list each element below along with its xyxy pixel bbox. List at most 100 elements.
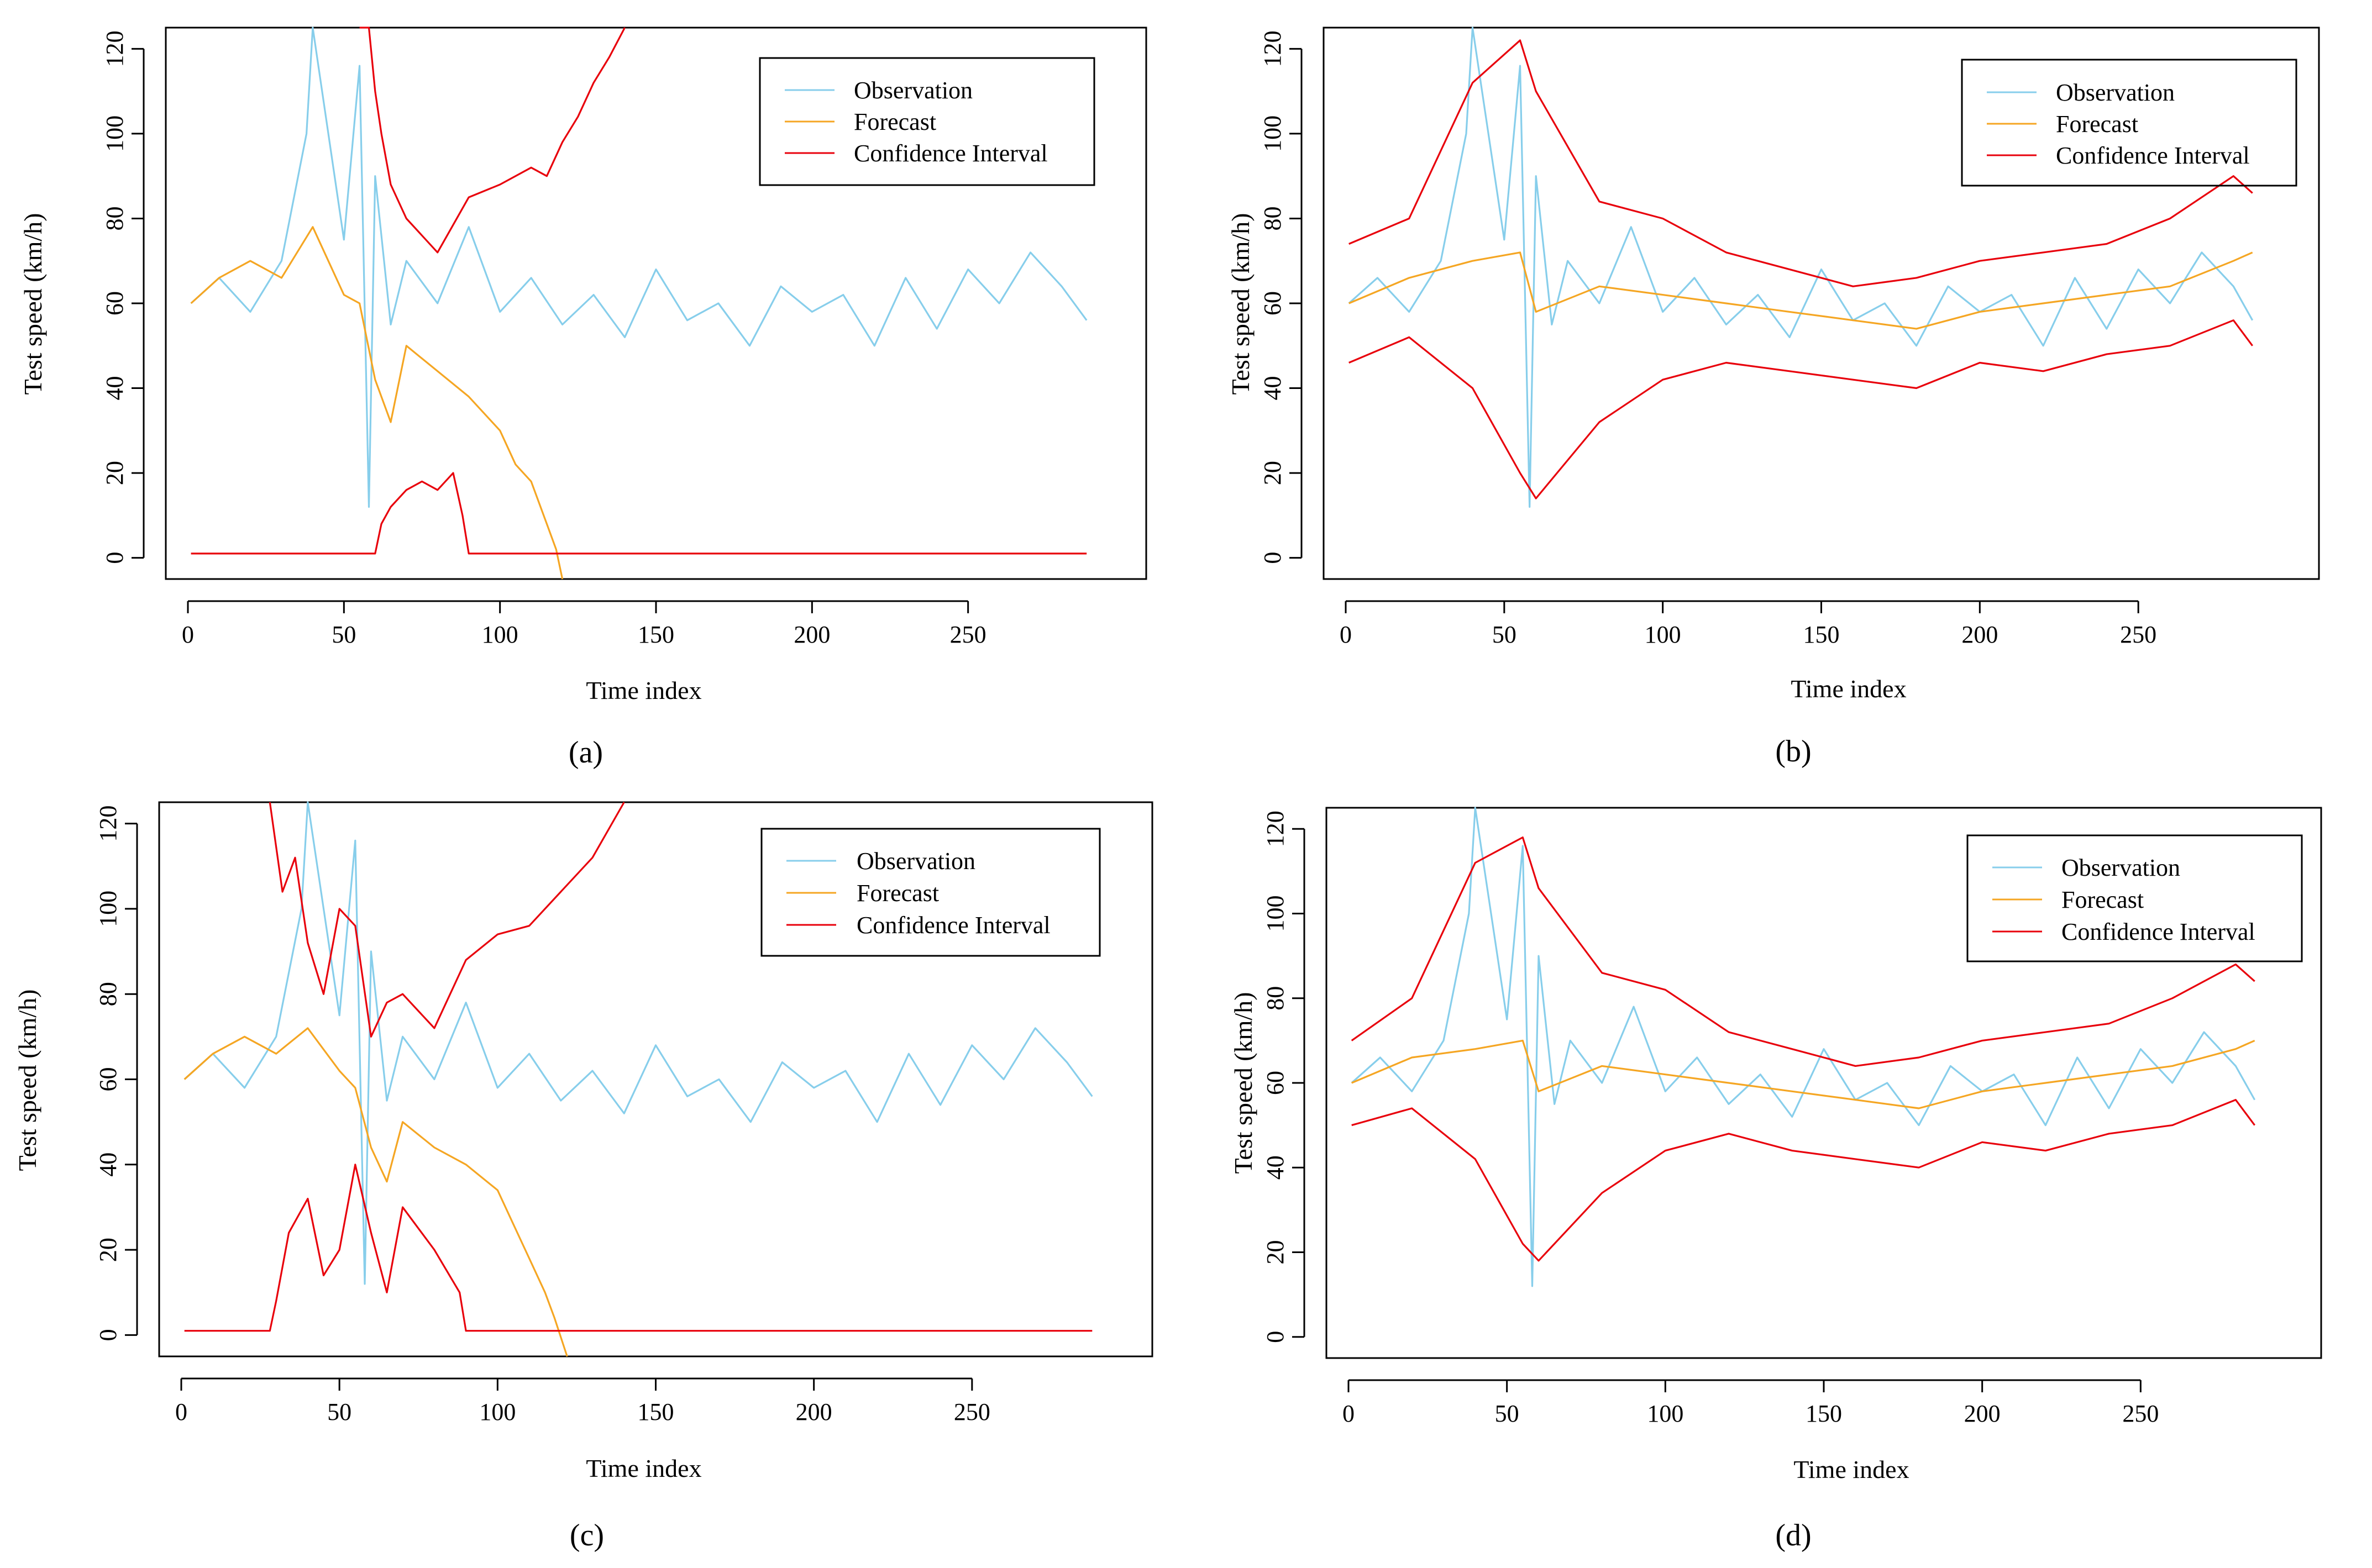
x-tick-label: 100 <box>1647 1400 1683 1427</box>
plot-frame <box>1325 807 2322 1359</box>
x-tick-label: 0 <box>175 1398 187 1425</box>
legend-label-observation: Observation <box>854 77 973 104</box>
legend-label-forecast: Forecast <box>2056 111 2138 138</box>
x-tick-label: 100 <box>482 621 518 648</box>
y-tick-label: 60 <box>1259 291 1286 315</box>
x-tick-label: 150 <box>1803 621 1840 648</box>
plot-frame <box>1323 27 2320 580</box>
x-tick-label: 0 <box>182 621 194 648</box>
x-tick-label: 250 <box>954 1398 990 1425</box>
x-tick-label: 50 <box>1492 621 1516 648</box>
y-axis-title: Test speed (km/h) <box>19 213 47 395</box>
y-tick-label: 80 <box>1259 206 1286 230</box>
y-tick-label: 60 <box>95 1067 122 1092</box>
series-line-confidence <box>269 802 625 1038</box>
plot-lines <box>183 801 1093 1357</box>
y-tick-label: 100 <box>1259 115 1286 152</box>
series-line-forecast <box>190 226 564 580</box>
y-tick-label: 120 <box>101 30 128 67</box>
series-line-confidence <box>1351 1098 2255 1262</box>
legend-box <box>759 57 1095 186</box>
y-tick-label: 120 <box>1259 30 1286 67</box>
x-tick-label: 250 <box>2122 1400 2159 1427</box>
y-tick-label: 0 <box>1262 1331 1289 1343</box>
plot-frame <box>158 801 1153 1357</box>
series-line-observation <box>1348 27 2254 508</box>
y-tick-label: 0 <box>101 552 128 564</box>
y-tick-label: 20 <box>1262 1240 1289 1264</box>
legend: Observation Forecast Confidence Interval <box>1961 59 2297 187</box>
legend: Observation Forecast Confidence Interval <box>759 57 1095 186</box>
y-axis-title: Test speed (km/h) <box>1229 992 1257 1174</box>
x-tick-label: 50 <box>327 1398 351 1425</box>
y-tick-label: 40 <box>1259 376 1286 401</box>
y-axis-title: Test speed (km/h) <box>13 990 41 1171</box>
y-tick-label: 40 <box>95 1153 122 1177</box>
series-line-confidence <box>1351 836 2255 1067</box>
x-axis-title: Time index <box>1793 1455 1909 1483</box>
x-axis-title: Time index <box>586 676 701 704</box>
x-tick-label: 150 <box>638 621 674 648</box>
series-line-observation <box>190 27 1088 508</box>
x-tick-label: 200 <box>1964 1400 2001 1427</box>
y-tick-label: 100 <box>1262 896 1289 932</box>
plot-lines <box>1351 807 2256 1287</box>
legend: Observation Forecast Confidence Interval <box>760 828 1101 957</box>
series-line-confidence <box>1348 319 2253 499</box>
x-axis: 0 50 100 150 200 250 <box>182 600 986 648</box>
y-tick-label: 20 <box>101 461 128 485</box>
legend-label-forecast: Forecast <box>854 108 936 135</box>
y-tick-label: 20 <box>1259 461 1286 485</box>
y-tick-label: 0 <box>1259 552 1286 564</box>
x-axis: 0 50 100 150 200 250 <box>175 1377 990 1425</box>
y-tick-label: 80 <box>1262 986 1289 1011</box>
series-line-confidence <box>184 1164 1093 1332</box>
x-tick-label: 100 <box>479 1398 516 1425</box>
panel-label: (a) <box>569 735 603 770</box>
y-axis: 0 20 40 60 80 100 120 <box>95 806 138 1341</box>
chart-panel-d: 0 20 40 60 80 100 120 0 50 100 150 200 250 Time ind… <box>1229 807 2322 1553</box>
x-tick-label: 150 <box>638 1398 674 1425</box>
x-tick-label: 0 <box>1340 621 1352 648</box>
legend-label-forecast: Forecast <box>2061 886 2144 913</box>
y-axis: 0 20 40 60 80 100 120 <box>1262 811 1305 1343</box>
x-tick-label: 0 <box>1342 1400 1355 1427</box>
y-tick-label: 40 <box>101 376 128 401</box>
legend: Observation Forecast Confidence Interval <box>1966 834 2303 962</box>
legend-box <box>1966 834 2303 962</box>
y-tick-label: 40 <box>1262 1155 1289 1180</box>
legend-label-observation: Observation <box>2061 854 2180 881</box>
x-tick-label: 250 <box>950 621 986 648</box>
plot-frame <box>165 27 1147 580</box>
x-tick-label: 50 <box>332 621 356 648</box>
panel-label: (c) <box>570 1518 604 1553</box>
y-tick-label: 120 <box>95 806 122 842</box>
y-tick-label: 100 <box>101 115 128 152</box>
y-tick-label: 60 <box>1262 1071 1289 1095</box>
x-axis: 0 50 100 150 200 250 <box>1340 600 2156 648</box>
legend-label-confidence: Confidence Interval <box>2061 918 2255 945</box>
y-tick-label: 80 <box>101 206 128 230</box>
chart-panel-c: 0 20 40 60 80 100 120 0 50 100 150 200 250 Time ind… <box>13 801 1153 1553</box>
y-axis-title: Test speed (km/h) <box>1226 213 1255 395</box>
series-line-forecast <box>183 1027 568 1357</box>
x-axis-title: Time index <box>1791 675 1906 703</box>
series-line-forecast <box>1348 251 2253 330</box>
y-axis: 0 20 40 60 80 100 120 <box>1259 30 1303 564</box>
plot-lines <box>190 27 1088 580</box>
panel-label: (d) <box>1775 1518 1811 1553</box>
y-tick-label: 20 <box>95 1238 122 1262</box>
legend-box <box>760 828 1101 957</box>
x-tick-label: 200 <box>1961 621 1998 648</box>
series-line-confidence <box>191 472 1087 555</box>
y-axis: 0 20 40 60 80 100 120 <box>101 30 145 564</box>
y-tick-label: 80 <box>95 982 122 1006</box>
y-tick-label: 0 <box>95 1329 122 1341</box>
legend-label-confidence: Confidence Interval <box>854 140 1048 167</box>
panel-label: (b) <box>1775 734 1811 769</box>
legend-label-forecast: Forecast <box>857 880 939 907</box>
chart-panel-a: 0 20 40 60 80 100 120 0 50 100 150 200 250 Time ind… <box>19 27 1147 770</box>
x-axis-title: Time index <box>586 1454 701 1482</box>
x-tick-label: 200 <box>794 621 830 648</box>
